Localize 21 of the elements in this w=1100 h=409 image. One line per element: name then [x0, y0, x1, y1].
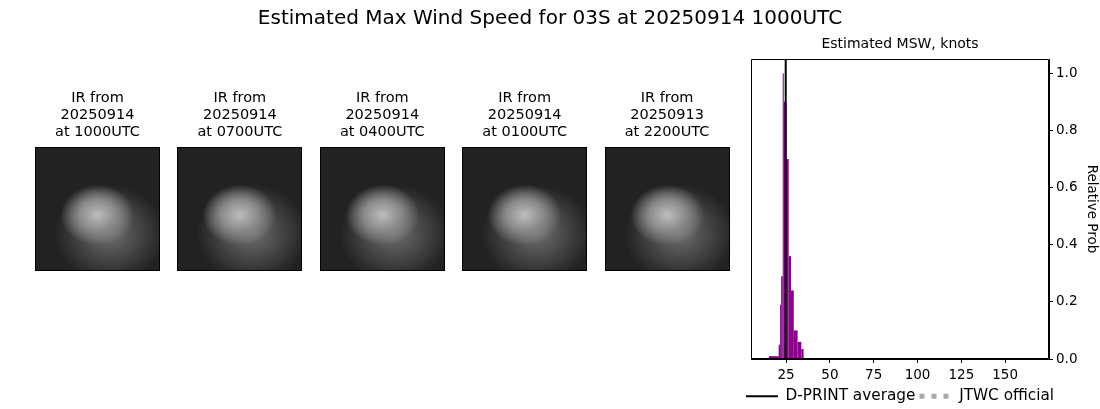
text: IR from 20250914 at 1000UTC — [54, 89, 141, 140]
x-tick-label: 50 — [821, 365, 839, 382]
y-tick-label: 0.2 — [1056, 292, 1078, 309]
x-tick-label: 100 — [904, 365, 931, 382]
x-tick-label: 75 — [865, 365, 883, 382]
y-tick-label: 0.8 — [1056, 120, 1078, 137]
text: Estimated Max Wind Speed for 03S at 20250914 1000UTC — [256, 5, 844, 29]
x-tick-label: 125 — [948, 365, 975, 382]
x-tick-label: 150 — [992, 365, 1019, 382]
text: IR from 20250914 at 0700UTC — [196, 89, 284, 140]
text: IR from 20250914 at 0100UTC — [481, 89, 569, 140]
y-axis-title: Relative Prob — [1085, 164, 1100, 254]
y-tick-label: 0.6 — [1056, 178, 1078, 195]
x-tick-label: 25 — [777, 365, 795, 382]
text: IR from 20250913 at 2200UTC — [623, 89, 711, 140]
chart-subtitle: Estimated MSW, knots — [821, 35, 979, 52]
y-tick-label: 0.4 — [1056, 235, 1078, 252]
y-tick-label: 1.0 — [1056, 63, 1078, 80]
text: IR from 20250914 at 0400UTC — [338, 89, 426, 140]
legend-label: D-PRINT average — [785, 386, 916, 405]
y-tick-label: 0.0 — [1056, 349, 1078, 366]
